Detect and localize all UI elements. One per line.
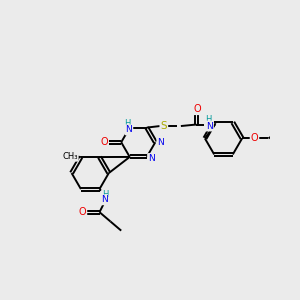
Text: CH₃: CH₃ [62,152,78,161]
Text: N: N [126,125,132,134]
Text: O: O [79,207,86,217]
Text: H: H [124,119,130,128]
Text: O: O [193,104,201,114]
Text: N: N [148,154,155,163]
Text: N: N [206,122,213,130]
Text: N: N [158,138,164,147]
Text: O: O [100,137,108,147]
Text: H: H [205,116,211,124]
Text: S: S [160,121,167,131]
Text: N: N [101,195,107,204]
Text: H: H [103,190,109,199]
Text: O: O [251,134,258,143]
